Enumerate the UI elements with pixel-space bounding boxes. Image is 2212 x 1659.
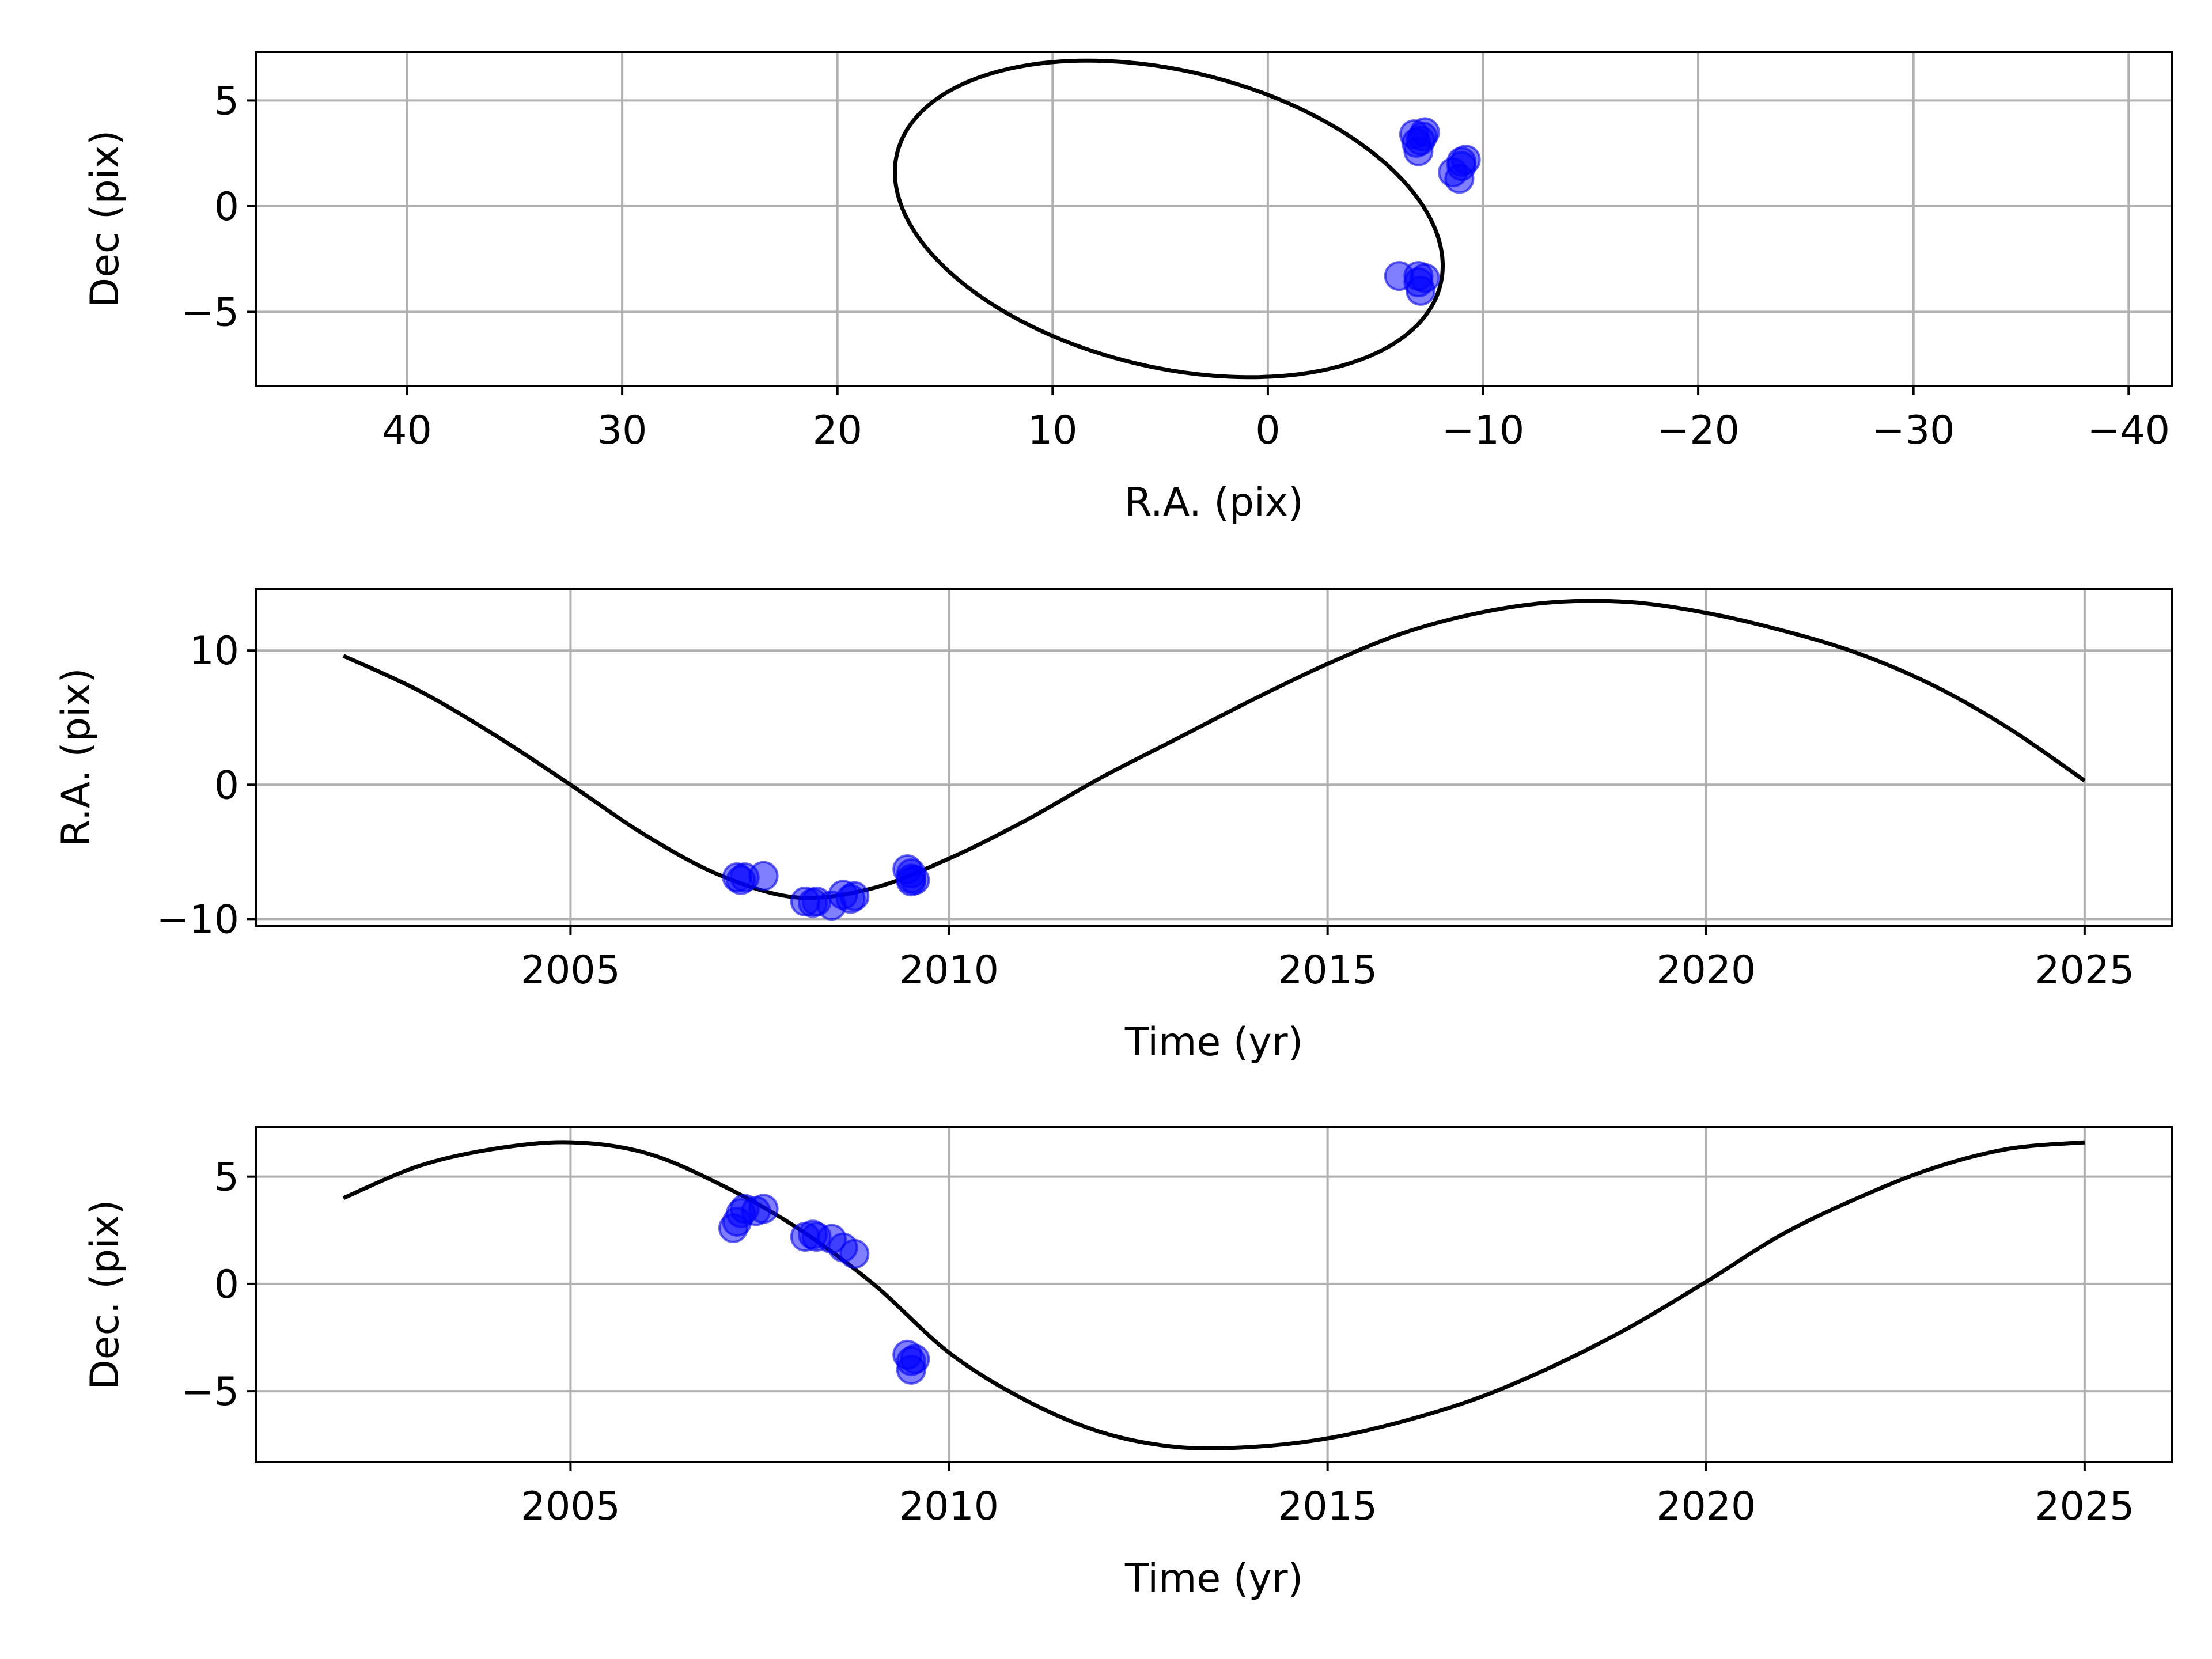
orbit-ytick-label: 5 <box>214 78 239 124</box>
orbit-xtick-label: 40 <box>382 408 432 453</box>
orbit-xtick-label: 0 <box>1255 408 1280 453</box>
orbit-xtick-label: −20 <box>1657 408 1740 453</box>
ra-time-axes-frame <box>255 588 2173 927</box>
ra-time-xtick-label: 2005 <box>521 948 620 993</box>
orbit-ticks: 40 30 20 10 0 −10 −20 −30 −40 −5 0 5 <box>181 78 2170 453</box>
dec-time-xtick-label: 2015 <box>1278 1484 1377 1529</box>
orbit-points <box>1384 117 1481 306</box>
orbit-observation-point <box>1403 261 1434 291</box>
orbit-ytick-label: −5 <box>181 290 239 336</box>
dec-time-ytick-label: 5 <box>214 1155 239 1200</box>
dec-time-axes-frame <box>255 1126 2173 1463</box>
dec-time-ticks: 2005 2010 2015 2020 2025 −5 0 5 <box>181 1155 2135 1529</box>
dec-time-observation-point <box>748 1194 779 1224</box>
ra-time-panel: 2005 2010 2015 2020 2025 −10 0 10 Time (yr) R.A… <box>54 588 2173 1065</box>
ra-time-xtick-label: 2025 <box>2035 948 2134 993</box>
ra-time-xlabel: Time (yr) <box>1124 1020 1303 1065</box>
dec-time-ytick-label: 0 <box>214 1262 239 1308</box>
dec-time-panel: 2005 2010 2015 2020 2025 −5 0 5 Time (yr) Dec. … <box>82 1126 2173 1601</box>
ra-time-model <box>342 599 2086 900</box>
orbit-observation-point <box>1446 151 1477 181</box>
dec-time-grid <box>256 1127 2172 1462</box>
ra-time-observation-point <box>839 881 870 911</box>
orbit-panel: 40 30 20 10 0 −10 −20 −30 −40 −5 0 5 R.A. (pix) Dec… <box>82 51 2173 525</box>
dec-time-xtick-label: 2005 <box>521 1484 620 1529</box>
dec-time-observation-point <box>839 1238 870 1269</box>
ra-time-ytick-label: −10 <box>156 897 239 942</box>
orbit-ytick-label: 0 <box>214 184 239 230</box>
orbit-ylabel: Dec (pix) <box>82 130 128 308</box>
orbit-xtick-label: −30 <box>1872 408 1955 453</box>
dec-time-model-curve <box>342 1140 2085 1451</box>
dec-time-ylabel: Dec. (pix) <box>82 1199 128 1389</box>
dec-time-xlabel: Time (yr) <box>1124 1556 1303 1601</box>
dec-time-xtick-label: 2010 <box>899 1484 999 1529</box>
orbit-model <box>893 58 1445 380</box>
ra-time-model-curve <box>342 599 2086 900</box>
orbit-model-curve <box>893 58 1445 380</box>
orbit-grid <box>256 52 2172 386</box>
dec-time-model <box>342 1140 2085 1451</box>
dec-time-xtick-label: 2020 <box>1656 1484 1756 1529</box>
ra-time-ytick-label: 10 <box>189 628 239 674</box>
ra-time-xtick-label: 2015 <box>1278 948 1377 993</box>
orbit-xtick-label: 10 <box>1028 408 1078 453</box>
dec-time-points <box>718 1194 930 1385</box>
orbit-xtick-label: −10 <box>1442 408 1525 453</box>
ra-time-xtick-label: 2020 <box>1656 948 1756 993</box>
ra-time-xtick-label: 2010 <box>899 948 999 993</box>
orbit-axes-frame <box>255 51 2173 387</box>
orbit-observation-point <box>1407 121 1438 151</box>
orbit-xtick-label: 30 <box>597 408 647 453</box>
ra-time-ylabel: R.A. (pix) <box>54 668 99 846</box>
ra-time-ytick-label: 0 <box>214 763 239 808</box>
orbit-xlabel: R.A. (pix) <box>1124 480 1303 525</box>
orbit-xtick-label: −40 <box>2088 408 2171 453</box>
dec-time-xtick-label: 2025 <box>2035 1484 2134 1529</box>
ra-time-observation-point <box>896 858 926 889</box>
dec-time-observation-point <box>900 1344 930 1374</box>
ra-time-observation-point <box>748 861 779 891</box>
ra-time-points <box>722 854 930 921</box>
orbit-xtick-label: 20 <box>812 408 862 453</box>
dec-time-ytick-label: −5 <box>181 1369 239 1415</box>
ra-time-ticks: 2005 2010 2015 2020 2025 −10 0 10 <box>156 628 2134 993</box>
